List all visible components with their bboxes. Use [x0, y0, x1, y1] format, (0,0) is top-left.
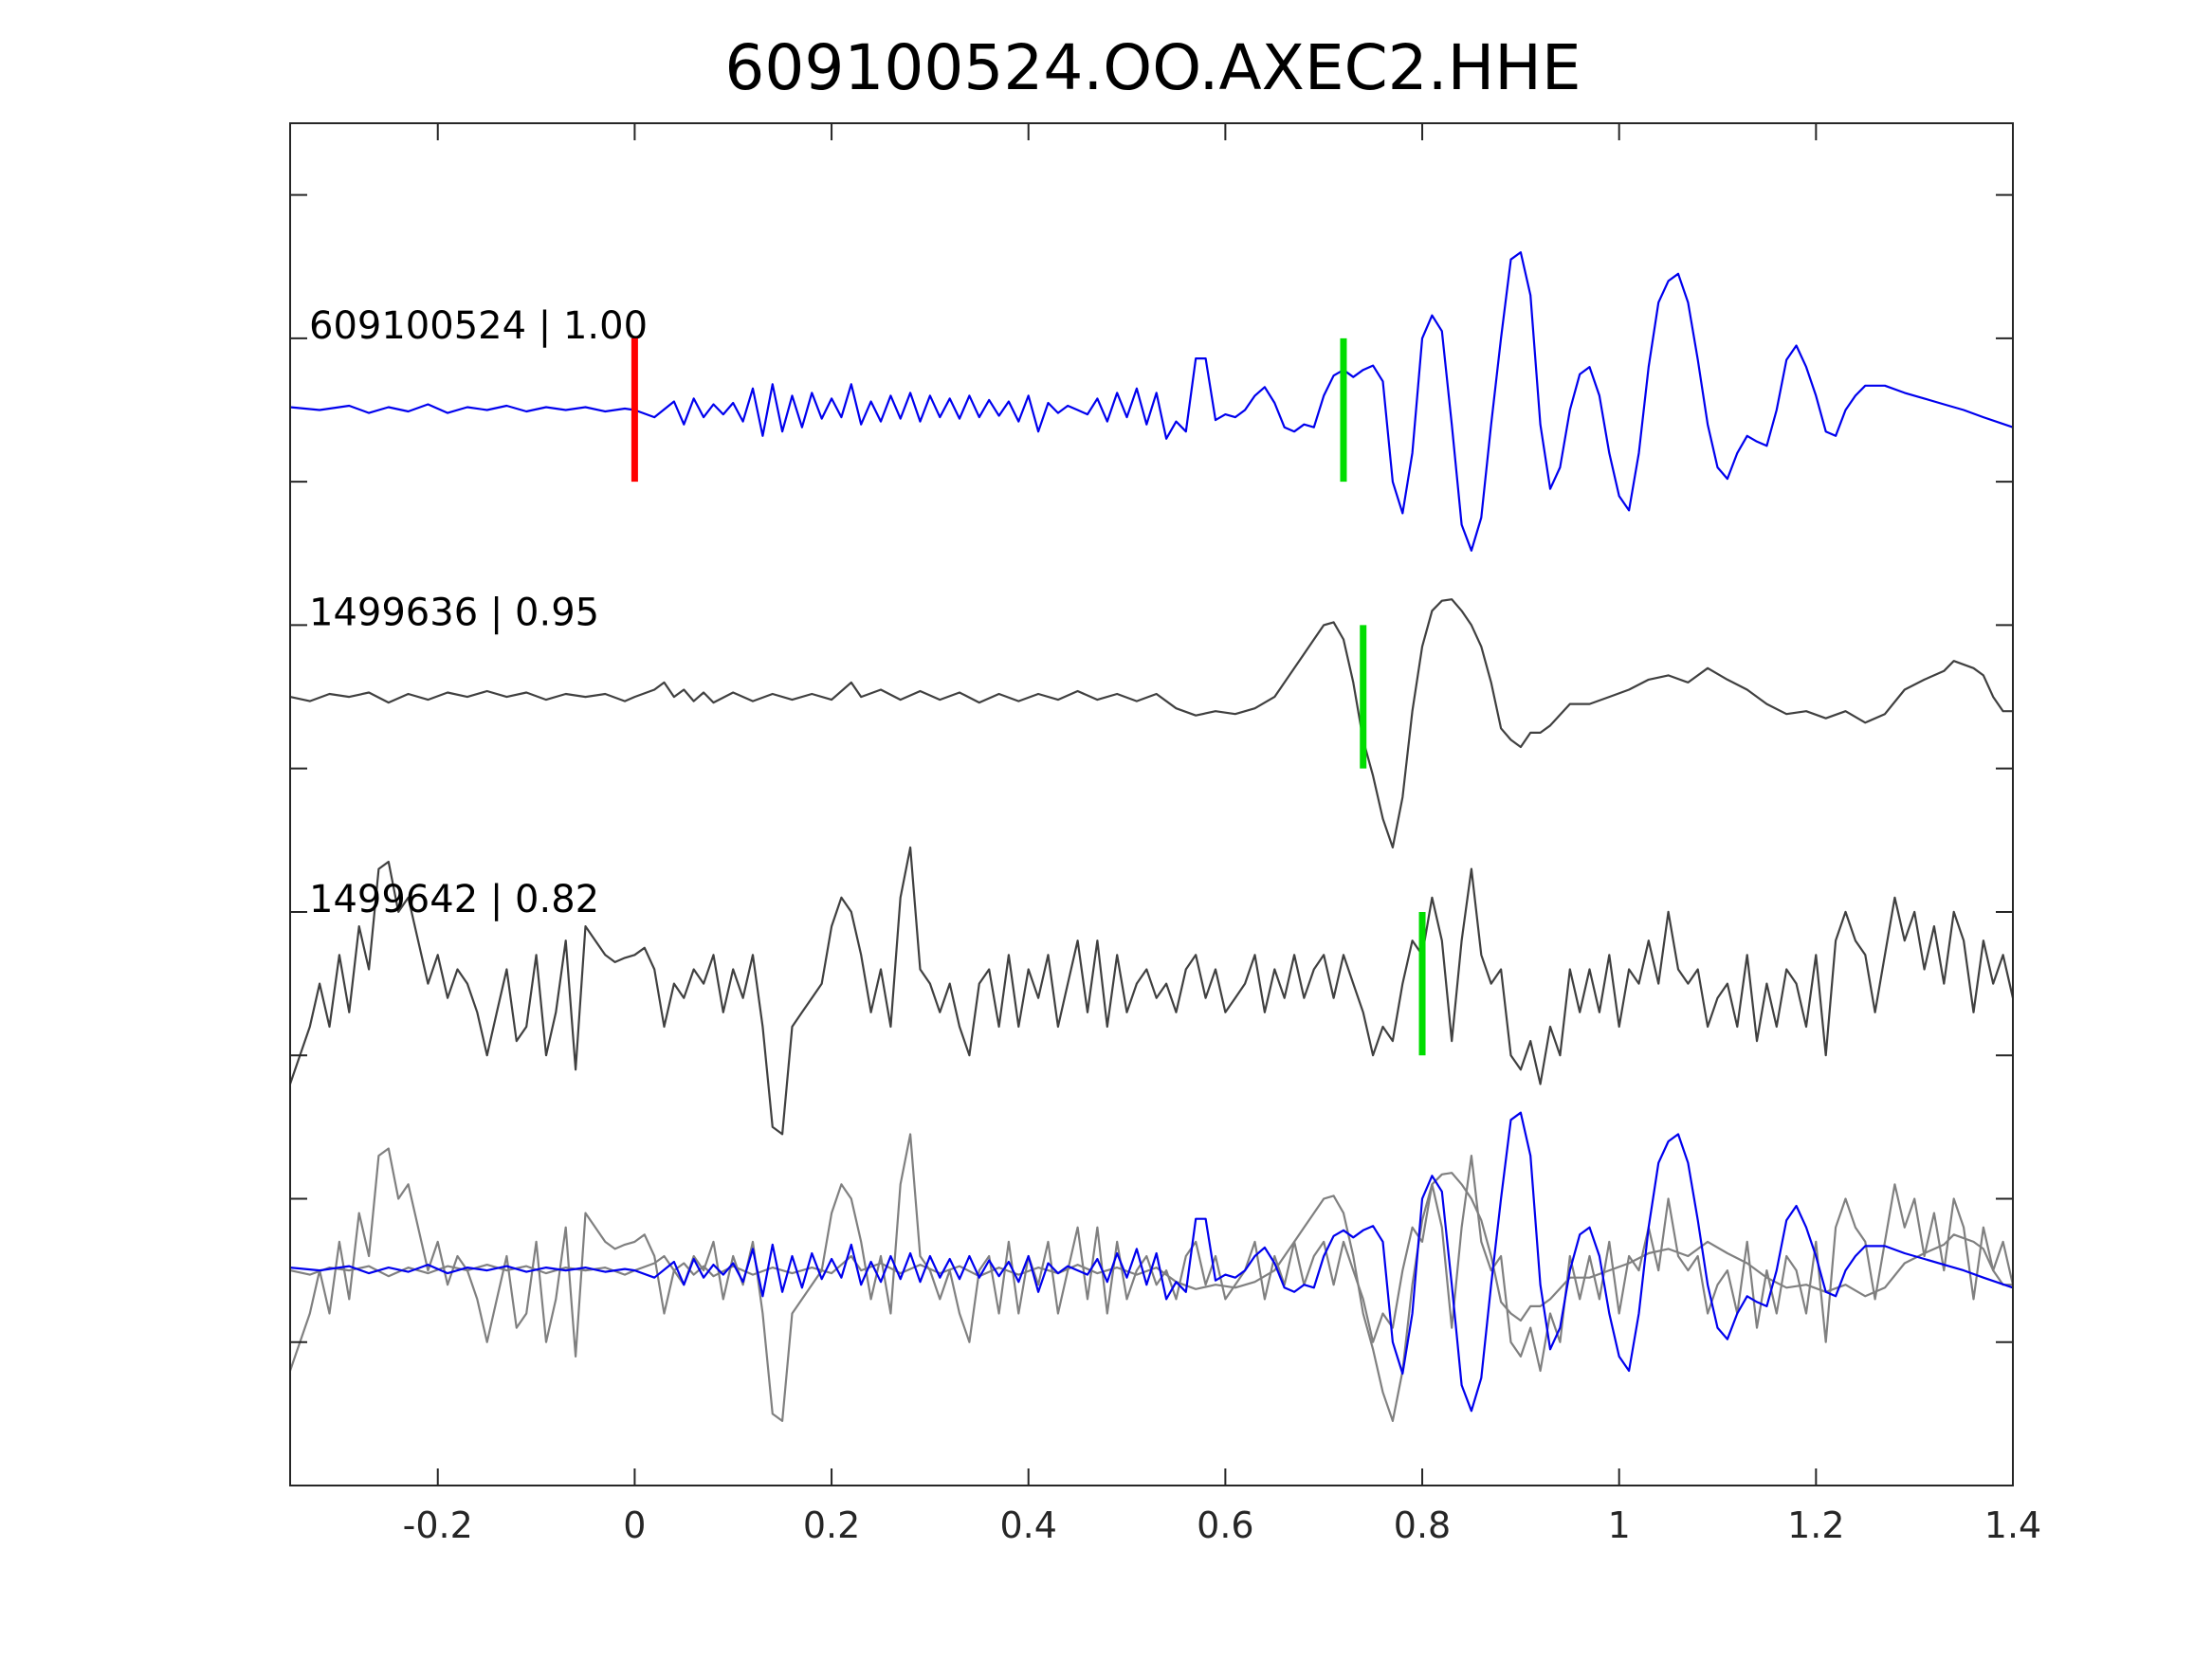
trace-3-label: 1499642 | 0.82 [309, 878, 599, 921]
x-tick-label: 0 [623, 1504, 646, 1546]
overlay-trace-1-line [289, 1111, 2014, 1413]
traces-layer [288, 251, 2015, 1422]
chart-title: 609100524.OO.AXEC2.HHE [724, 31, 1581, 104]
trace-2-label: 1499636 | 0.95 [309, 591, 599, 634]
x-tick-label: 0.8 [1394, 1504, 1451, 1546]
x-tick-label: -0.2 [403, 1504, 473, 1546]
trace-3-line [288, 846, 2015, 1136]
overlay-trace-2-line [289, 1172, 2013, 1422]
plot-frame [289, 122, 2014, 1486]
trace-1-line [289, 251, 2014, 552]
x-tick-label: 1.4 [1984, 1504, 2041, 1546]
x-tick-label: 1 [1608, 1504, 1631, 1546]
trace-labels-layer: 609100524 | 1.00 1499636 | 0.95 1499642 | … [309, 304, 648, 921]
trace-1-label: 609100524 | 1.00 [309, 304, 648, 348]
y-ticks [290, 193, 2013, 1343]
x-tick-label: 1.2 [1787, 1504, 1844, 1546]
overlay-trace-3-line [288, 1133, 2015, 1422]
x-tick-label: 0.6 [1197, 1504, 1253, 1546]
x-tick-label: 0.4 [999, 1504, 1056, 1546]
x-tick-label: 0.2 [803, 1504, 860, 1546]
picks-layer [631, 337, 1426, 1056]
x-ticks: -0.2 0 0.2 0.4 0.6 0.8 1 1.2 1.4 [403, 123, 2041, 1546]
trace-2-line [289, 598, 2013, 848]
